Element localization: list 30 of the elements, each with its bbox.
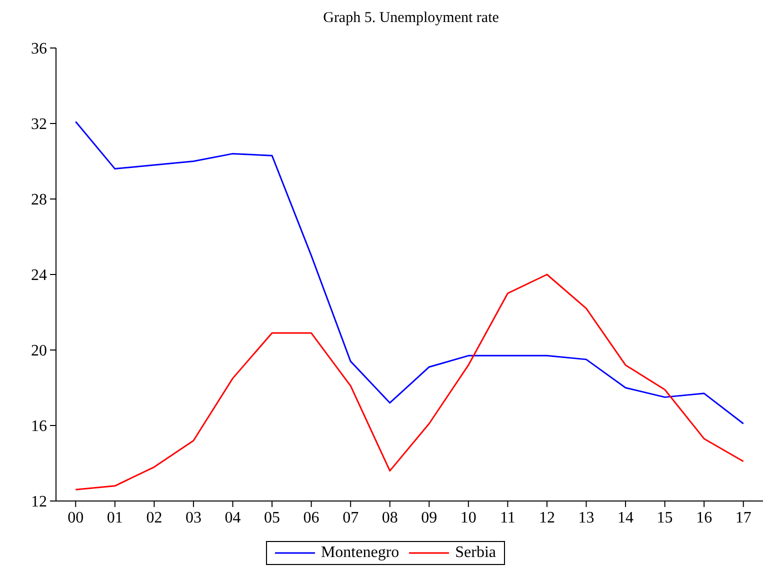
legend-label: Montenegro [320,544,400,562]
x-tick-label: 11 [500,509,516,526]
x-tick-label: 14 [618,509,634,526]
x-tick-label: 03 [185,509,202,526]
x-tick-label: 08 [382,509,398,526]
x-tick-label: 06 [303,509,320,526]
y-tick-label: 16 [31,418,47,436]
x-tick-label: 09 [421,509,438,526]
y-tick-label: 12 [31,494,47,511]
y-tick-label: 28 [31,192,47,209]
x-tick-label: 05 [264,509,280,526]
x-tick-label: 16 [696,509,712,526]
y-tick-label: 36 [31,40,47,58]
y-tick-label: 32 [31,116,47,134]
x-tick-label: 01 [106,509,123,526]
x-tick-label: 04 [224,509,241,526]
x-tick-label: 10 [460,509,476,526]
x-tick-label: 15 [656,509,673,526]
line-series [74,120,744,424]
line-series [74,274,744,490]
x-tick-label: 02 [146,509,162,526]
x-tick-label: 07 [342,509,359,526]
x-tick-label: 00 [68,509,84,526]
legend-label: Serbia [455,544,496,562]
x-tick-label: 12 [538,509,555,526]
x-tick-label: 17 [735,509,752,526]
x-tick-label: 13 [578,509,594,526]
y-tick-label: 24 [31,267,47,284]
chart-title: Graph 5. Unemployment rate [322,10,500,27]
y-tick-label: 20 [31,342,47,360]
